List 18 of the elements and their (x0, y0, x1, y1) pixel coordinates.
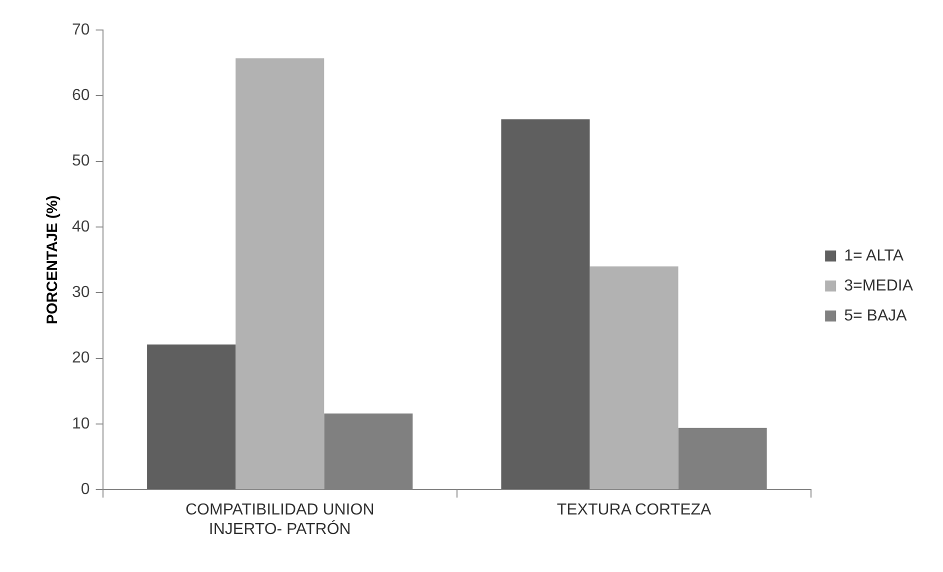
bar (236, 58, 324, 490)
y-tick-label: 10 (72, 415, 90, 432)
y-tick-label: 70 (72, 21, 90, 38)
x-tick-label: COMPATIBILIDAD UNION INJERTO- PATRÓN (185, 502, 374, 538)
y-axis-title: PORCENTAJE (%) (44, 195, 62, 324)
y-tick-label: 60 (72, 87, 90, 104)
y-tick-label: 40 (72, 218, 90, 236)
bar (590, 266, 678, 490)
x-tick-label: TEXTURA CORTEZA (556, 502, 712, 519)
legend-label: 5= BAJA (844, 307, 908, 324)
bar (147, 344, 236, 490)
y-tick-label: 50 (72, 152, 90, 170)
y-tick-label: 0 (80, 481, 90, 498)
legend-label: 3=MEDIA (844, 277, 914, 294)
legend-label: 1= ALTA (844, 247, 904, 264)
y-tick-label: 20 (72, 350, 90, 367)
y-tick-label: 30 (72, 284, 90, 302)
bar (501, 119, 590, 490)
